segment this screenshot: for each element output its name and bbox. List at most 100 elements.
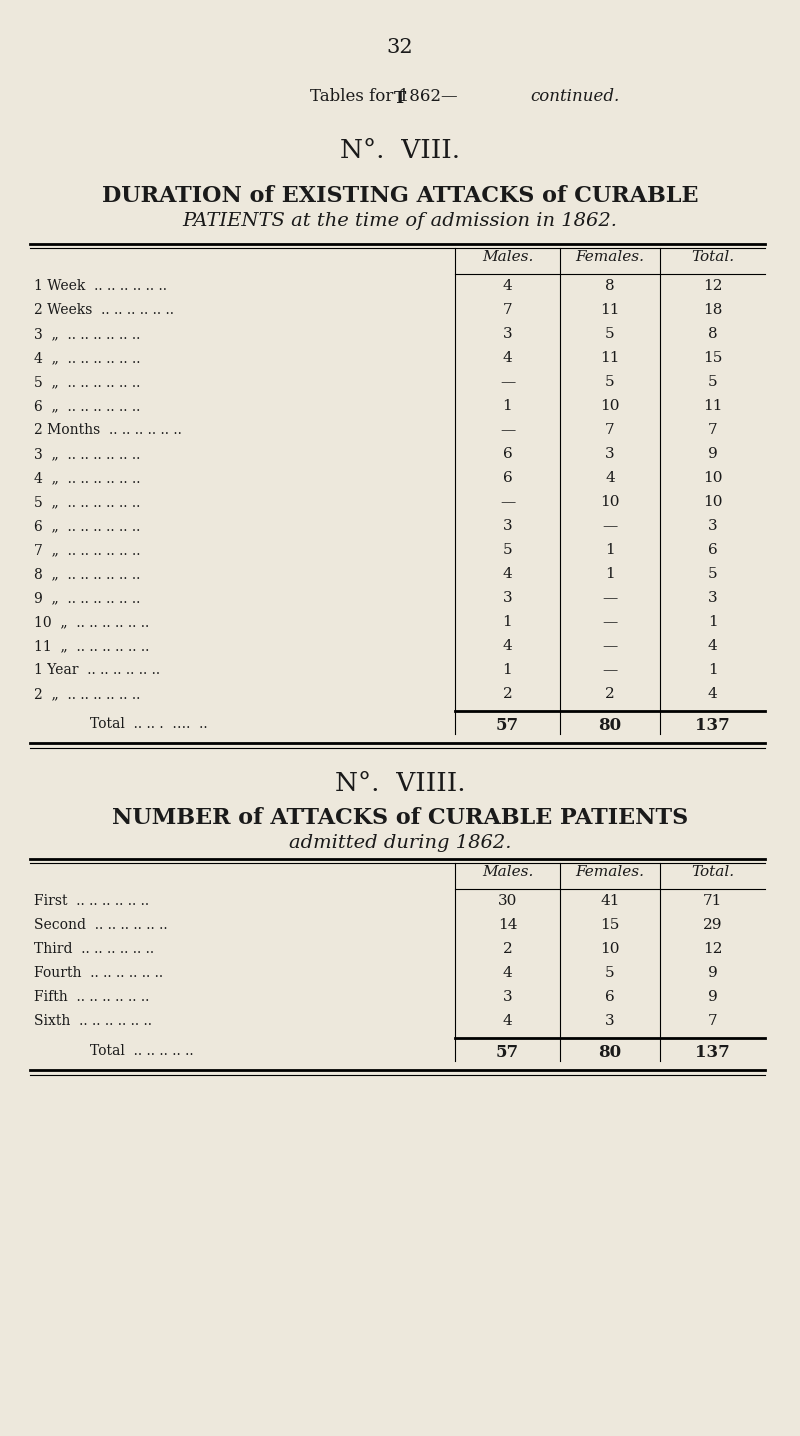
Text: 1: 1 [708,663,718,676]
Text: 10  „  .. .. .. .. .. ..: 10 „ .. .. .. .. .. .. [34,615,150,629]
Text: 1: 1 [502,399,512,414]
Text: 6: 6 [502,447,512,461]
Text: —: — [602,663,618,676]
Text: 4  „  .. .. .. .. .. ..: 4 „ .. .. .. .. .. .. [34,471,141,485]
Text: Sixth  .. .. .. .. .. ..: Sixth .. .. .. .. .. .. [34,1014,152,1028]
Text: Females.: Females. [575,250,645,264]
Text: 18: 18 [703,303,722,317]
Text: 11: 11 [702,399,722,414]
Text: NUMBER of ATTACKS of CURABLE PATIENTS: NUMBER of ATTACKS of CURABLE PATIENTS [112,807,688,829]
Text: 7: 7 [502,303,512,317]
Text: continued.: continued. [530,88,619,105]
Text: 2: 2 [605,686,615,701]
Text: 14: 14 [498,918,518,932]
Text: 5: 5 [708,567,718,582]
Text: Tables for 1862—: Tables for 1862— [310,88,458,105]
Text: 5: 5 [502,543,512,557]
Text: Fourth  .. .. .. .. .. ..: Fourth .. .. .. .. .. .. [34,966,163,979]
Text: 80: 80 [598,1044,622,1061]
Text: T: T [394,90,406,108]
Text: 1: 1 [605,567,615,582]
Text: 5: 5 [605,966,615,979]
Text: 11: 11 [600,303,620,317]
Text: 3: 3 [708,592,718,605]
Text: 2 Weeks  .. .. .. .. .. ..: 2 Weeks .. .. .. .. .. .. [34,303,174,317]
Text: 1 Year  .. .. .. .. .. ..: 1 Year .. .. .. .. .. .. [34,663,160,676]
Text: N°.  VIIII.: N°. VIIII. [334,771,466,796]
Text: 71: 71 [703,895,722,908]
Text: 5  „  .. .. .. .. .. ..: 5 „ .. .. .. .. .. .. [34,495,140,508]
Text: 4: 4 [502,966,512,979]
Text: admitted during 1862.: admitted during 1862. [289,834,511,852]
Text: 15: 15 [703,350,722,365]
Text: 3: 3 [708,518,718,533]
Text: 6: 6 [708,543,718,557]
Text: 2  „  .. .. .. .. .. ..: 2 „ .. .. .. .. .. .. [34,686,140,701]
Text: 4: 4 [708,686,718,701]
Text: —: — [602,592,618,605]
Text: 6: 6 [502,471,512,485]
Text: 32: 32 [386,37,414,57]
Text: 5: 5 [605,327,615,340]
Text: 57: 57 [496,1044,519,1061]
Text: 6: 6 [605,989,615,1004]
Text: 4: 4 [605,471,615,485]
Text: Males.: Males. [482,250,533,264]
Text: 12: 12 [702,279,722,293]
Text: 7: 7 [708,424,718,437]
Text: 2 Months  .. .. .. .. .. ..: 2 Months .. .. .. .. .. .. [34,424,182,437]
Text: 5  „  .. .. .. .. .. ..: 5 „ .. .. .. .. .. .. [34,375,140,389]
Text: 30: 30 [498,895,517,908]
Text: 8: 8 [708,327,718,340]
Text: 80: 80 [598,717,622,734]
Text: 10: 10 [600,399,620,414]
Text: Total  .. .. .  ….  ..: Total .. .. . …. .. [90,717,208,731]
Text: 5: 5 [605,375,615,389]
Text: 4: 4 [502,1014,512,1028]
Text: —: — [602,639,618,653]
Text: Second  .. .. .. .. .. ..: Second .. .. .. .. .. .. [34,918,168,932]
Text: 29: 29 [702,918,722,932]
Text: —: — [500,495,515,508]
Text: 57: 57 [496,717,519,734]
Text: 4  „  .. .. .. .. .. ..: 4 „ .. .. .. .. .. .. [34,350,141,365]
Text: PATIENTS at the time of admission in 1862.: PATIENTS at the time of admission in 186… [182,213,618,230]
Text: 2: 2 [502,686,512,701]
Text: 9: 9 [708,966,718,979]
Text: 3: 3 [605,1014,615,1028]
Text: N°.  VIII.: N°. VIII. [340,138,460,164]
Text: 1 Week  .. .. .. .. .. ..: 1 Week .. .. .. .. .. .. [34,279,167,293]
Text: 7  „  .. .. .. .. .. ..: 7 „ .. .. .. .. .. .. [34,543,141,557]
Text: 3  „  .. .. .. .. .. ..: 3 „ .. .. .. .. .. .. [34,447,140,461]
Text: 3: 3 [502,327,512,340]
Text: Total.: Total. [691,250,734,264]
Text: 1: 1 [605,543,615,557]
Text: —: — [602,518,618,533]
Text: Third  .. .. .. .. .. ..: Third .. .. .. .. .. .. [34,942,154,956]
Text: 10: 10 [702,495,722,508]
Text: 9: 9 [708,447,718,461]
Text: 9: 9 [708,989,718,1004]
Text: 15: 15 [600,918,620,932]
Text: 6  „  .. .. .. .. .. ..: 6 „ .. .. .. .. .. .. [34,518,140,533]
Text: 1: 1 [502,663,512,676]
Text: 4: 4 [502,567,512,582]
Text: 3: 3 [502,592,512,605]
Text: 4: 4 [502,639,512,653]
Text: 11  „  .. .. .. .. .. ..: 11 „ .. .. .. .. .. .. [34,639,150,653]
Text: 4: 4 [502,279,512,293]
Text: 6  „  .. .. .. .. .. ..: 6 „ .. .. .. .. .. .. [34,399,140,414]
Text: —: — [500,375,515,389]
Text: 2: 2 [502,942,512,956]
Text: 4: 4 [708,639,718,653]
Text: Total  .. .. .. .. ..: Total .. .. .. .. .. [90,1044,194,1058]
Text: 4: 4 [502,350,512,365]
Text: Males.: Males. [482,864,533,879]
Text: —: — [500,424,515,437]
Text: 137: 137 [695,1044,730,1061]
Text: 3: 3 [502,518,512,533]
Text: 5: 5 [708,375,718,389]
Text: —: — [602,615,618,629]
Text: 137: 137 [695,717,730,734]
Text: 11: 11 [600,350,620,365]
